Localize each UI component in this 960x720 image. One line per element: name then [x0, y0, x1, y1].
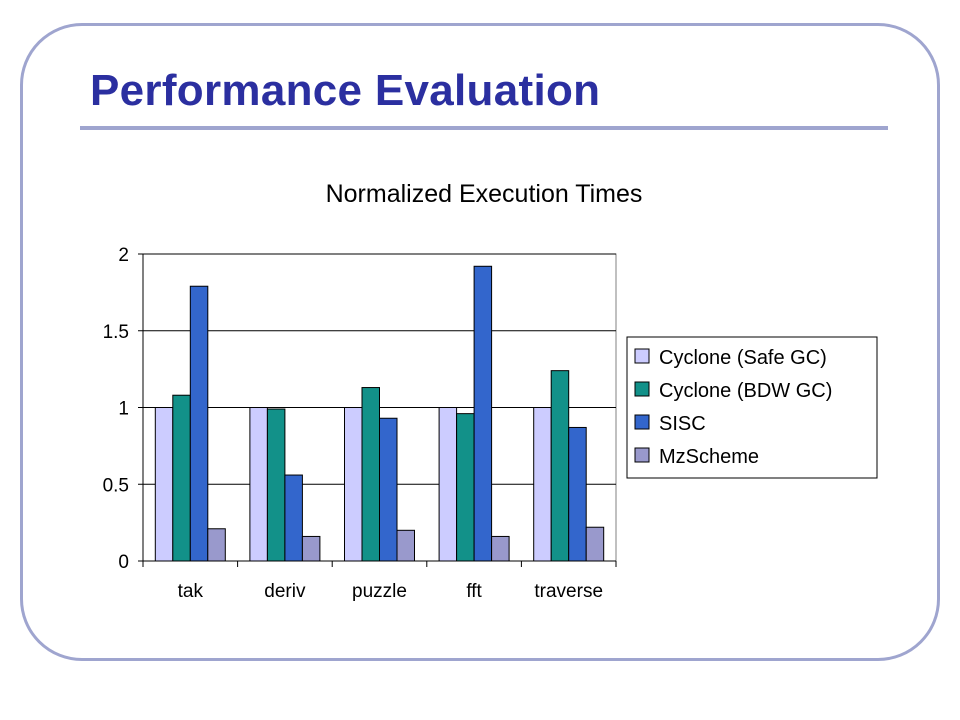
bar-deriv-series-1 [249, 407, 268, 562]
bar-deriv-series-2 [266, 408, 286, 562]
bar-tak-series-4 [207, 528, 226, 562]
x-tick-label: puzzle [352, 581, 407, 602]
bar-deriv-series-4 [301, 535, 321, 562]
bar-fft-series-1 [438, 407, 458, 562]
bar-puzzle-series-2 [361, 387, 380, 562]
legend-label-2: Cyclone (BDW GC) [659, 380, 832, 402]
title-underline [80, 126, 888, 130]
legend-swatch-2 [634, 381, 650, 397]
bar-tak-series-1 [154, 407, 174, 562]
bar-fft-series-2 [456, 413, 475, 562]
legend-label-4: MzScheme [659, 446, 759, 468]
x-tick-label: fft [466, 581, 482, 602]
bar-fft-series-4 [491, 535, 510, 562]
plot-area: 0 0.5 1 1.5 2 tak deriv puzzle fft traverse [103, 245, 617, 602]
bar-traverse-series-1 [533, 407, 552, 562]
bar-puzzle-series-4 [396, 529, 415, 562]
legend-box [626, 336, 878, 479]
slide-frame [20, 23, 940, 661]
bar-puzzle-series-1 [344, 407, 363, 562]
chart-legend: Cyclone (Safe GC) Cyclone (BDW GC) SISC MzS… [626, 336, 878, 479]
y-tick-label: 1 [118, 399, 129, 420]
bar-traverse-series-4 [585, 526, 605, 562]
y-tick-label: 0.5 [103, 475, 129, 496]
slide-title: Performance Evaluation [90, 66, 601, 115]
x-tick-label: deriv [264, 581, 306, 602]
legend-swatch-3 [634, 414, 650, 430]
bar-deriv-series-3 [284, 474, 303, 562]
legend-swatch-4 [634, 447, 650, 463]
legend-label-1: Cyclone (Safe GC) [659, 347, 827, 369]
bar-traverse-series-3 [568, 426, 587, 562]
x-tick-label: tak [178, 581, 204, 602]
bar-tak-series-2 [172, 394, 191, 562]
chart-title: Normalized Execution Times [326, 180, 643, 208]
x-tick-label: traverse [534, 581, 603, 602]
bar-tak-series-3 [189, 285, 209, 562]
legend-label-3: SISC [659, 413, 706, 435]
y-tick-label: 2 [118, 245, 129, 266]
bar-traverse-series-2 [550, 370, 570, 562]
y-tick-label: 1.5 [103, 322, 129, 343]
bar-puzzle-series-3 [379, 417, 398, 562]
bar-fft-series-3 [473, 265, 493, 562]
legend-swatch-1 [634, 348, 650, 364]
y-tick-label: 0 [118, 552, 129, 573]
